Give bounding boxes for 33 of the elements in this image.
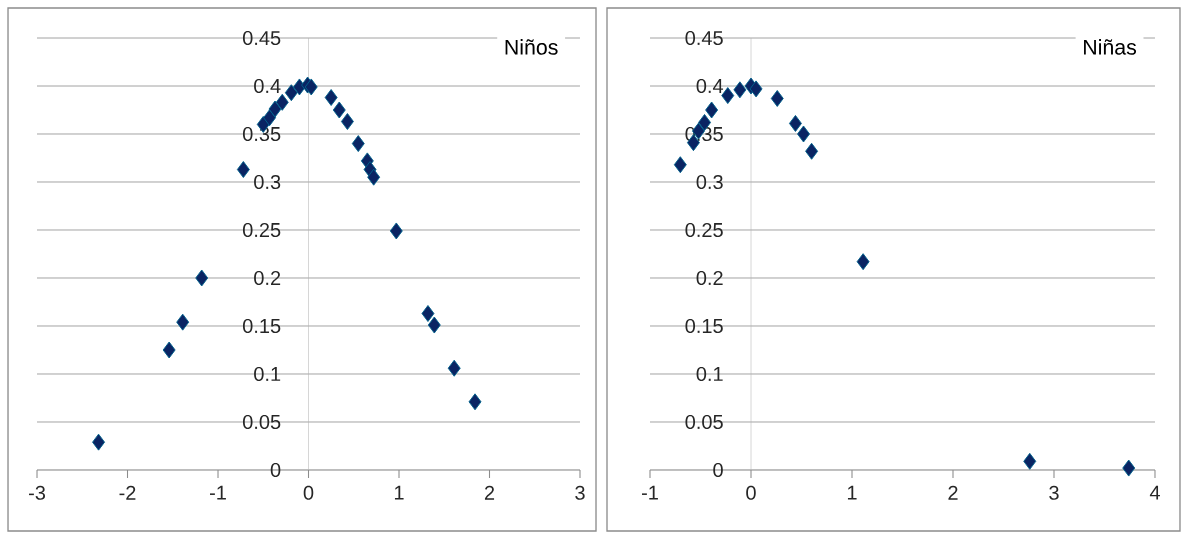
y-tick-label: 0.2 bbox=[254, 270, 281, 286]
y-tick-label: 0.3 bbox=[696, 174, 723, 190]
y-tick-label: 0.4 bbox=[254, 78, 281, 94]
x-tick-label: 3 bbox=[1049, 485, 1059, 500]
x-tick-label: -1 bbox=[210, 485, 226, 500]
y-tick-label: 0.1 bbox=[254, 366, 281, 382]
x-tick-label: 2 bbox=[948, 485, 958, 500]
chart-title: Niñas bbox=[1084, 39, 1137, 55]
y-tick-label: 0.45 bbox=[685, 30, 723, 46]
x-tick-label: 4 bbox=[1149, 485, 1160, 500]
x-tick-label: 0 bbox=[303, 485, 314, 500]
y-tick-label: 0.05 bbox=[242, 414, 281, 430]
y-tick-label: 0.2 bbox=[696, 270, 723, 286]
y-tick-label: 0.45 bbox=[242, 30, 281, 46]
x-tick-label: -2 bbox=[119, 485, 136, 500]
x-tick-label: -1 bbox=[641, 485, 658, 500]
y-tick-label: 0.1 bbox=[696, 366, 723, 382]
y-tick-label: 0.4 bbox=[696, 78, 724, 94]
y-tick-label: 0.25 bbox=[242, 222, 281, 238]
x-tick-label: -3 bbox=[29, 485, 46, 500]
x-tick-label: 1 bbox=[394, 485, 404, 500]
x-tick-label: 0 bbox=[746, 485, 756, 500]
x-tick-label: 1 bbox=[847, 485, 857, 500]
y-tick-label: 0.15 bbox=[685, 318, 723, 334]
y-tick-label: 0.05 bbox=[685, 414, 723, 430]
x-tick-label: 2 bbox=[484, 485, 495, 500]
x-tick-label: 3 bbox=[575, 485, 585, 500]
y-tick-label: 0 bbox=[713, 462, 723, 478]
y-tick-label: 0 bbox=[270, 462, 281, 478]
chart-title: Niños bbox=[505, 39, 558, 55]
y-tick-label: 0.15 bbox=[242, 318, 281, 334]
y-tick-label: 0.3 bbox=[254, 174, 281, 190]
y-tick-label: 0.25 bbox=[685, 222, 723, 238]
